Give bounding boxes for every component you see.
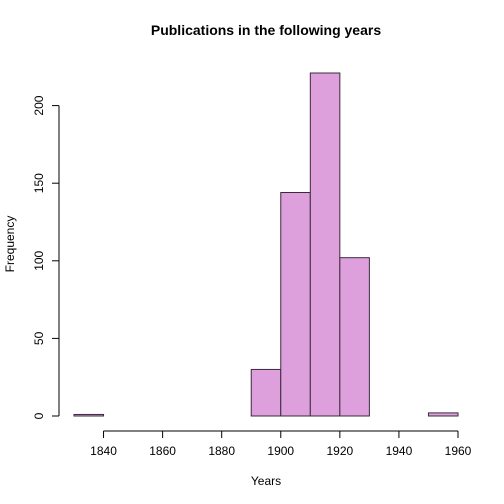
histogram-bar bbox=[427, 412, 459, 417]
x-axis-title: Years bbox=[251, 474, 281, 488]
histogram-bar bbox=[309, 72, 341, 417]
y-tick-label: 0 bbox=[32, 412, 46, 419]
x-tick-label: 1880 bbox=[208, 444, 235, 458]
y-tick-label: 200 bbox=[32, 95, 46, 115]
x-tick-label: 1840 bbox=[90, 444, 117, 458]
x-axis: 1840 1860 1880 1900 1920 1940 1960 bbox=[90, 430, 472, 458]
y-tick-label: 150 bbox=[32, 173, 46, 193]
x-tick-label: 1960 bbox=[445, 444, 472, 458]
y-axis-title: Frequency bbox=[3, 216, 17, 273]
bars-group bbox=[73, 72, 459, 417]
y-tick-label: 100 bbox=[32, 250, 46, 270]
x-tick-label: 1860 bbox=[149, 444, 176, 458]
chart-title: Publications in the following years bbox=[151, 22, 381, 38]
histogram-bar bbox=[73, 413, 105, 417]
x-tick-label: 1920 bbox=[326, 444, 353, 458]
y-axis: 0 50 100 150 200 bbox=[32, 95, 60, 419]
y-tick-label: 50 bbox=[32, 331, 46, 345]
x-tick-label: 1940 bbox=[386, 444, 413, 458]
histogram-bar bbox=[280, 192, 311, 417]
x-tick-label: 1900 bbox=[267, 444, 294, 458]
histogram-bar bbox=[339, 257, 370, 417]
histogram-bar bbox=[250, 368, 282, 417]
